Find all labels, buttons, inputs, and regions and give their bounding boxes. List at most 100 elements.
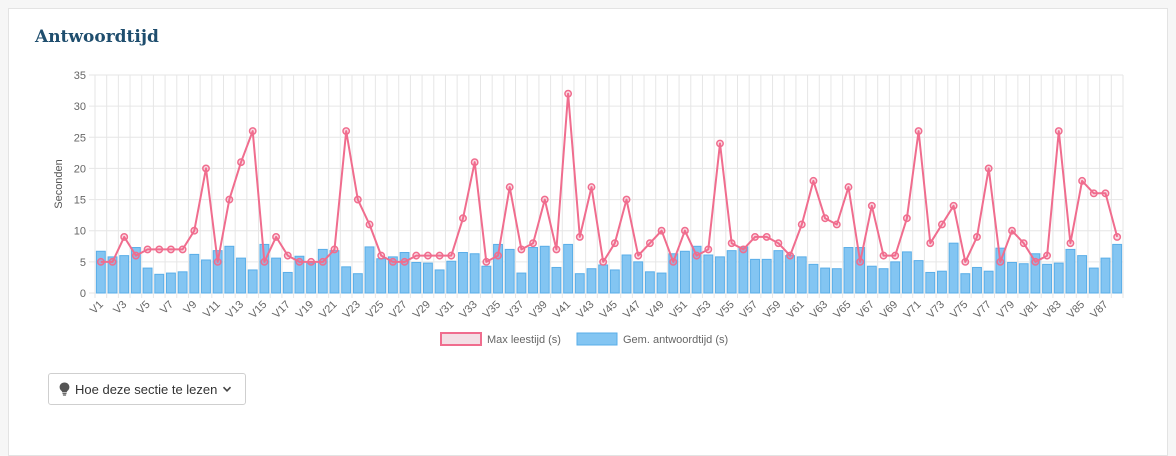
- line-point: [517, 245, 526, 254]
- bar: [995, 247, 1006, 294]
- line-point: [295, 257, 304, 266]
- legend-swatch-avg: [576, 332, 618, 346]
- line-point: [131, 251, 140, 260]
- x-tick-label: V87: [1088, 299, 1110, 321]
- bar: [925, 271, 936, 294]
- line-point: [400, 257, 409, 266]
- line-point: [599, 257, 608, 266]
- line-point: [377, 251, 386, 260]
- x-tick-label: V29: [411, 299, 433, 321]
- bar: [808, 263, 819, 294]
- bar: [574, 273, 585, 294]
- bar: [715, 256, 725, 294]
- bar: [376, 258, 387, 294]
- line-point: [166, 245, 175, 254]
- bar: [247, 269, 258, 294]
- x-tick-label: V55: [714, 299, 736, 321]
- line-point: [143, 245, 152, 254]
- line-point: [272, 232, 281, 241]
- bar: [1053, 262, 1064, 294]
- line-point: [96, 257, 105, 266]
- x-tick-label: V25: [364, 299, 386, 321]
- line-point: [1008, 226, 1016, 235]
- bar: [177, 271, 188, 294]
- bar: [1112, 243, 1123, 294]
- y-tick-label: 0: [80, 288, 86, 300]
- line-point: [937, 220, 946, 229]
- x-tick-label: V81: [1018, 299, 1040, 321]
- bar: [679, 250, 690, 294]
- x-tick-label: V17: [271, 299, 293, 321]
- bar: [668, 253, 679, 294]
- x-tick-label: V21: [317, 299, 339, 321]
- line-point: [202, 164, 210, 173]
- line-point: [610, 239, 619, 248]
- bar: [142, 267, 153, 294]
- line-point: [435, 251, 444, 260]
- x-tick-label: V85: [1065, 299, 1087, 321]
- line-point: [1089, 189, 1098, 198]
- line-point: [645, 239, 654, 248]
- line-point: [248, 127, 257, 136]
- bar: [189, 253, 200, 294]
- bar: [551, 266, 562, 294]
- line-point: [342, 127, 351, 136]
- bar: [936, 270, 947, 294]
- bar: [154, 273, 165, 294]
- line-point: [213, 257, 222, 266]
- bar: [259, 243, 270, 294]
- bar: [130, 247, 141, 294]
- line-point: [482, 257, 491, 266]
- line-point: [716, 139, 724, 148]
- line-point: [587, 183, 596, 192]
- y-tick-label: 35: [74, 70, 86, 82]
- x-tick-label: V13: [224, 299, 246, 321]
- line-point: [680, 226, 689, 235]
- bar: [598, 264, 609, 294]
- bar: [586, 268, 597, 294]
- x-tick-label: V79: [995, 299, 1017, 321]
- bar: [481, 265, 492, 294]
- x-tick-label: V57: [738, 299, 760, 321]
- bar: [165, 272, 176, 294]
- line-point: [704, 245, 713, 254]
- bar: [796, 256, 807, 294]
- bar: [901, 251, 912, 294]
- line-point: [505, 183, 514, 192]
- x-tick-label: V19: [294, 299, 316, 321]
- bar: [785, 255, 796, 294]
- x-tick-label: V63: [808, 299, 830, 321]
- bar: [703, 254, 714, 294]
- bar: [855, 247, 866, 294]
- x-tick-label: V45: [598, 299, 620, 321]
- how-to-read-button[interactable]: Hoe deze sectie te lezen: [48, 373, 246, 405]
- bar: [119, 255, 130, 294]
- line-point: [412, 251, 421, 260]
- bar: [773, 250, 784, 294]
- line-point: [996, 257, 1005, 266]
- bar: [621, 254, 632, 294]
- x-tick-label: V15: [247, 299, 269, 321]
- line-point: [283, 251, 292, 260]
- bar: [446, 260, 457, 294]
- bar: [107, 256, 118, 294]
- x-tick-label: V71: [901, 299, 923, 321]
- legend-label-max: Max leestijd (s): [487, 334, 561, 346]
- bar: [1077, 255, 1088, 294]
- bar: [738, 246, 749, 294]
- y-tick-label: 5: [80, 257, 86, 269]
- x-tick-label: V37: [504, 299, 526, 321]
- line-point: [365, 220, 374, 229]
- bar: [726, 250, 737, 294]
- line-point: [108, 257, 117, 266]
- y-tick-label: 30: [74, 101, 86, 113]
- bar: [236, 257, 246, 294]
- line-point: [1078, 176, 1087, 185]
- x-tick-label: V47: [621, 299, 643, 321]
- bar: [469, 253, 480, 294]
- bar: [95, 250, 106, 294]
- y-tick-label: 20: [74, 163, 86, 175]
- x-tick-label: V49: [644, 299, 666, 321]
- bar: [493, 243, 503, 294]
- line-point: [575, 232, 584, 241]
